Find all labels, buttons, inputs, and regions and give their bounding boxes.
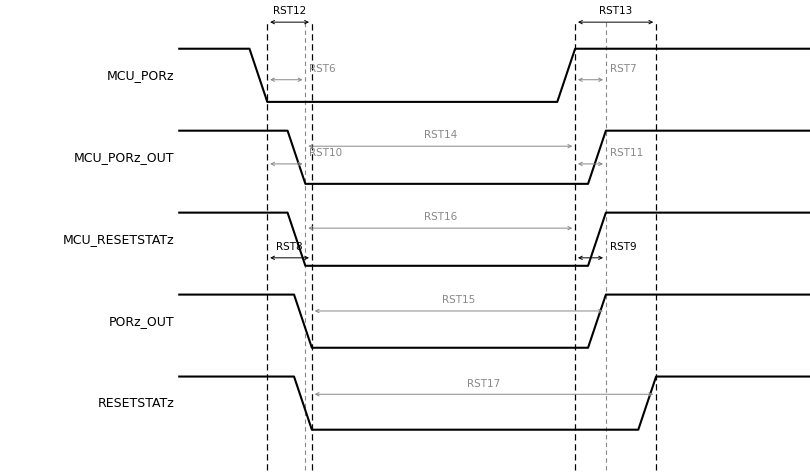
- Text: MCU_PORz_OUT: MCU_PORz_OUT: [74, 151, 174, 164]
- Text: RST8: RST8: [276, 242, 303, 252]
- Text: RST10: RST10: [309, 148, 343, 158]
- Text: RST15: RST15: [442, 295, 475, 305]
- Text: RST11: RST11: [610, 148, 643, 158]
- Text: RST14: RST14: [424, 130, 457, 140]
- Text: RESETSTATz: RESETSTATz: [97, 397, 174, 410]
- Text: RST12: RST12: [273, 6, 306, 17]
- Text: RST16: RST16: [424, 212, 457, 222]
- Text: PORz_OUT: PORz_OUT: [109, 315, 174, 328]
- Text: RST7: RST7: [610, 64, 637, 74]
- Text: MCU_RESETSTATz: MCU_RESETSTATz: [62, 233, 174, 246]
- Text: MCU_PORz: MCU_PORz: [107, 69, 174, 82]
- Text: RST9: RST9: [610, 242, 637, 252]
- Text: RST13: RST13: [599, 6, 633, 17]
- Text: RST17: RST17: [467, 379, 501, 389]
- Text: RST6: RST6: [309, 64, 336, 74]
